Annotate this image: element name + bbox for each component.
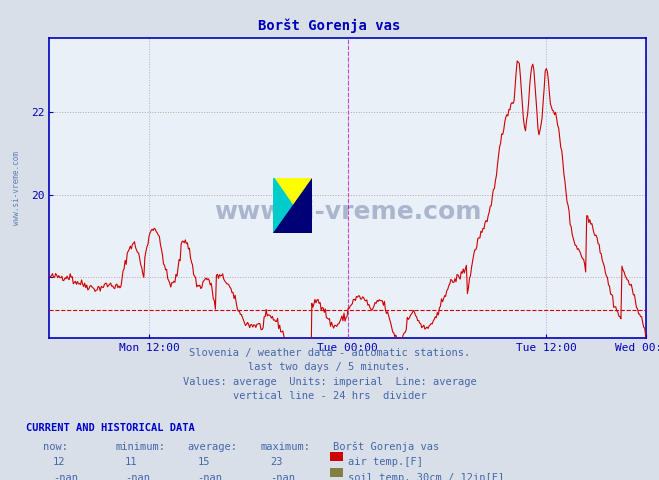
Text: -nan: -nan xyxy=(53,473,78,480)
Text: Values: average  Units: imperial  Line: average: Values: average Units: imperial Line: av… xyxy=(183,377,476,387)
Text: 15: 15 xyxy=(198,457,210,468)
Polygon shape xyxy=(273,178,312,233)
Text: average:: average: xyxy=(188,442,238,452)
Text: www.si-vreme.com: www.si-vreme.com xyxy=(12,151,21,226)
Text: now:: now: xyxy=(43,442,68,452)
Text: www.si-vreme.com: www.si-vreme.com xyxy=(214,201,481,224)
Polygon shape xyxy=(273,178,312,233)
Text: last two days / 5 minutes.: last two days / 5 minutes. xyxy=(248,362,411,372)
Polygon shape xyxy=(273,178,312,233)
Text: Boršt Gorenja vas: Boršt Gorenja vas xyxy=(258,18,401,33)
Text: -nan: -nan xyxy=(125,473,150,480)
Text: 23: 23 xyxy=(270,457,283,468)
Text: soil temp. 30cm / 12in[F]: soil temp. 30cm / 12in[F] xyxy=(348,473,504,480)
Text: 12: 12 xyxy=(53,457,65,468)
Text: minimum:: minimum: xyxy=(115,442,165,452)
Text: Boršt Gorenja vas: Boršt Gorenja vas xyxy=(333,442,439,452)
Text: 11: 11 xyxy=(125,457,138,468)
Text: vertical line - 24 hrs  divider: vertical line - 24 hrs divider xyxy=(233,391,426,401)
Text: -nan: -nan xyxy=(270,473,295,480)
Text: Slovenia / weather data - automatic stations.: Slovenia / weather data - automatic stat… xyxy=(189,348,470,358)
Text: air temp.[F]: air temp.[F] xyxy=(348,457,423,468)
Text: -nan: -nan xyxy=(198,473,223,480)
Text: CURRENT AND HISTORICAL DATA: CURRENT AND HISTORICAL DATA xyxy=(26,423,195,433)
Text: maximum:: maximum: xyxy=(260,442,310,452)
